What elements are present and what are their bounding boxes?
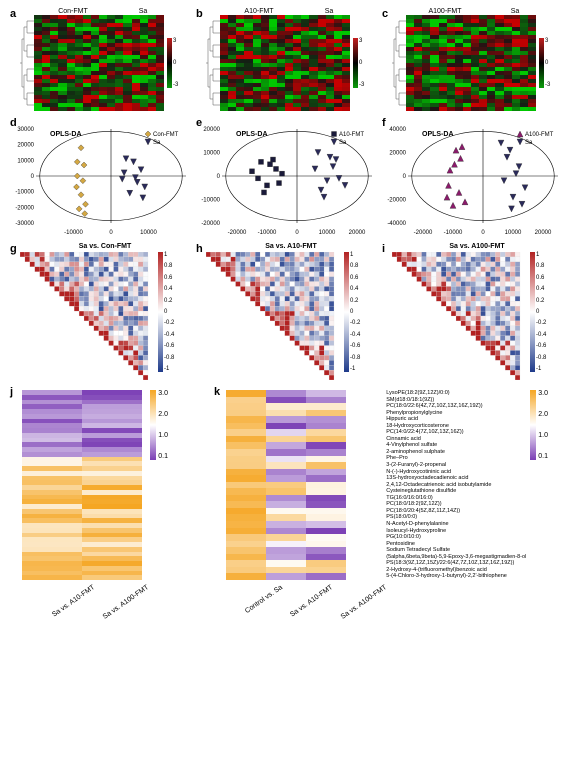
panel-g: g Sa vs. Con-FMT 10.80.60.40.20-0.2-0.4-… (8, 243, 190, 380)
heatmap-b (220, 15, 350, 111)
dendrogram-b (206, 15, 220, 111)
panel-b-title: A10-FMT Sa (206, 8, 376, 15)
dendrogram-a (20, 15, 34, 111)
row-fold-jk: j Sa vs. A10-FMTSa vs. A100-FMT 3.02.01.… (8, 386, 570, 591)
panel-f: f -20000 -10000 0 10000 20000 -40000 -20000 0 20… (380, 117, 562, 237)
panel-d-label: d (10, 117, 17, 129)
svg-text:40000: 40000 (389, 127, 406, 133)
svg-text:20000: 20000 (349, 230, 366, 236)
svg-text:0: 0 (481, 230, 485, 236)
figure-root: a Con-FMT Sa 30-3 (0, 0, 578, 599)
svg-text:Sa: Sa (153, 140, 161, 146)
svg-text:Con-FMT: Con-FMT (153, 132, 179, 138)
corr-g (20, 252, 155, 380)
colorbar-b: 30-3 (353, 15, 364, 111)
dendrogram-c (392, 15, 406, 111)
svg-text:10000: 10000 (505, 230, 522, 236)
panel-a-title: Con-FMT Sa (20, 8, 190, 15)
svg-text:-20000: -20000 (414, 230, 433, 236)
svg-text:10000: 10000 (17, 158, 34, 164)
panel-e: e -20000 -10000 0 10000 20000 -20000 -10000 0 10… (194, 117, 376, 237)
scatter-e: -20000 -10000 0 10000 20000 -20000 -10000 0 1000… (194, 117, 376, 237)
svg-text:-30000: -30000 (15, 221, 34, 227)
fold-heatmap-j (22, 390, 146, 580)
panel-k: k Control vs. SaSa vs. A10-FMTSa vs. A10… (212, 386, 562, 591)
panel-g-title: Sa vs. Con-FMT (20, 243, 190, 250)
panel-j: j Sa vs. A10-FMTSa vs. A100-FMT 3.02.01.… (8, 386, 208, 591)
panel-b-label: b (196, 8, 203, 20)
panel-h: h Sa vs. A10-FMT 10.80.60.40.20-0.2-0.4-… (194, 243, 376, 380)
scatter-d: -10000 0 10000 -30000 -20000 -10000 0 10000 2000… (8, 117, 190, 237)
svg-text:-20000: -20000 (387, 198, 406, 204)
corr-i (392, 252, 527, 380)
svg-text:20000: 20000 (535, 230, 552, 236)
svg-text:20000: 20000 (203, 127, 220, 133)
svg-text:0: 0 (295, 230, 299, 236)
svg-text:Sa: Sa (525, 140, 533, 146)
panel-i-title: Sa vs. A100-FMT (392, 243, 562, 250)
svg-text:0: 0 (31, 174, 35, 180)
panel-a: a Con-FMT Sa 30-3 (8, 8, 190, 111)
panel-g-label: g (10, 243, 17, 255)
svg-text:-10000: -10000 (258, 230, 277, 236)
panel-b: b A10-FMT Sa 30-3 (194, 8, 376, 111)
row-scatter-def: d -10000 0 10000 -30000 -20000 -10000 0 10000 20… (8, 117, 570, 237)
svg-text:10000: 10000 (319, 230, 336, 236)
svg-text:OPLS-DA: OPLS-DA (422, 131, 454, 138)
svg-text:-10000: -10000 (201, 198, 220, 204)
panel-c-title: A100-FMT Sa (392, 8, 562, 15)
panel-j-label: j (10, 386, 13, 398)
panel-f-label: f (382, 117, 386, 129)
svg-text:-20000: -20000 (201, 221, 220, 227)
panel-c: c A100-FMT Sa 30-3 (380, 8, 562, 111)
svg-text:0: 0 (217, 174, 221, 180)
svg-text:0: 0 (109, 230, 113, 236)
panel-i-label: i (382, 243, 385, 255)
svg-text:20000: 20000 (389, 151, 406, 157)
svg-text:0: 0 (403, 174, 407, 180)
corr-h (206, 252, 341, 380)
svg-text:OPLS-DA: OPLS-DA (50, 131, 82, 138)
panel-h-title: Sa vs. A10-FMT (206, 243, 376, 250)
panel-a-label: a (10, 8, 16, 20)
colorbar-a: 30-3 (167, 15, 178, 111)
fold-heatmap-k (226, 390, 384, 580)
svg-text:-10000: -10000 (15, 190, 34, 196)
metabolite-list: LysoPE(18:2(9Z,12Z)/0:0)SM(d18:0/18:1(9Z… (386, 390, 526, 580)
panel-k-label: k (214, 386, 220, 398)
panel-d: d -10000 0 10000 -30000 -20000 -10000 0 10000 20… (8, 117, 190, 237)
panel-e-label: e (196, 117, 202, 129)
svg-text:-10000: -10000 (64, 230, 83, 236)
scatter-f: -20000 -10000 0 10000 20000 -40000 -20000 0 2000… (380, 117, 562, 237)
svg-text:30000: 30000 (17, 127, 34, 133)
svg-text:10000: 10000 (140, 230, 157, 236)
row-heatmaps-abc: a Con-FMT Sa 30-3 (8, 8, 570, 111)
svg-text:A100-FMT: A100-FMT (525, 132, 554, 138)
panel-c-label: c (382, 8, 388, 20)
svg-text:Sa: Sa (339, 140, 347, 146)
svg-text:-40000: -40000 (387, 221, 406, 227)
colorbar-j: 3.02.01.00.1 (150, 390, 168, 591)
colorbar-c: 30-3 (539, 15, 550, 111)
svg-text:-10000: -10000 (444, 230, 463, 236)
svg-text:10000: 10000 (203, 151, 220, 157)
heatmap-c (406, 15, 536, 111)
heatmap-a (34, 15, 164, 111)
row-corr-ghi: g Sa vs. Con-FMT 10.80.60.40.20-0.2-0.4-… (8, 243, 570, 380)
svg-text:OPLS-DA: OPLS-DA (236, 131, 268, 138)
svg-text:20000: 20000 (17, 143, 34, 149)
colorbar-k: 3.02.01.00.1 (530, 390, 548, 591)
svg-text:-20000: -20000 (228, 230, 247, 236)
svg-text:A10-FMT: A10-FMT (339, 132, 364, 138)
panel-i: i Sa vs. A100-FMT 10.80.60.40.20-0.2-0.4… (380, 243, 562, 380)
svg-text:-20000: -20000 (15, 205, 34, 211)
panel-h-label: h (196, 243, 203, 255)
